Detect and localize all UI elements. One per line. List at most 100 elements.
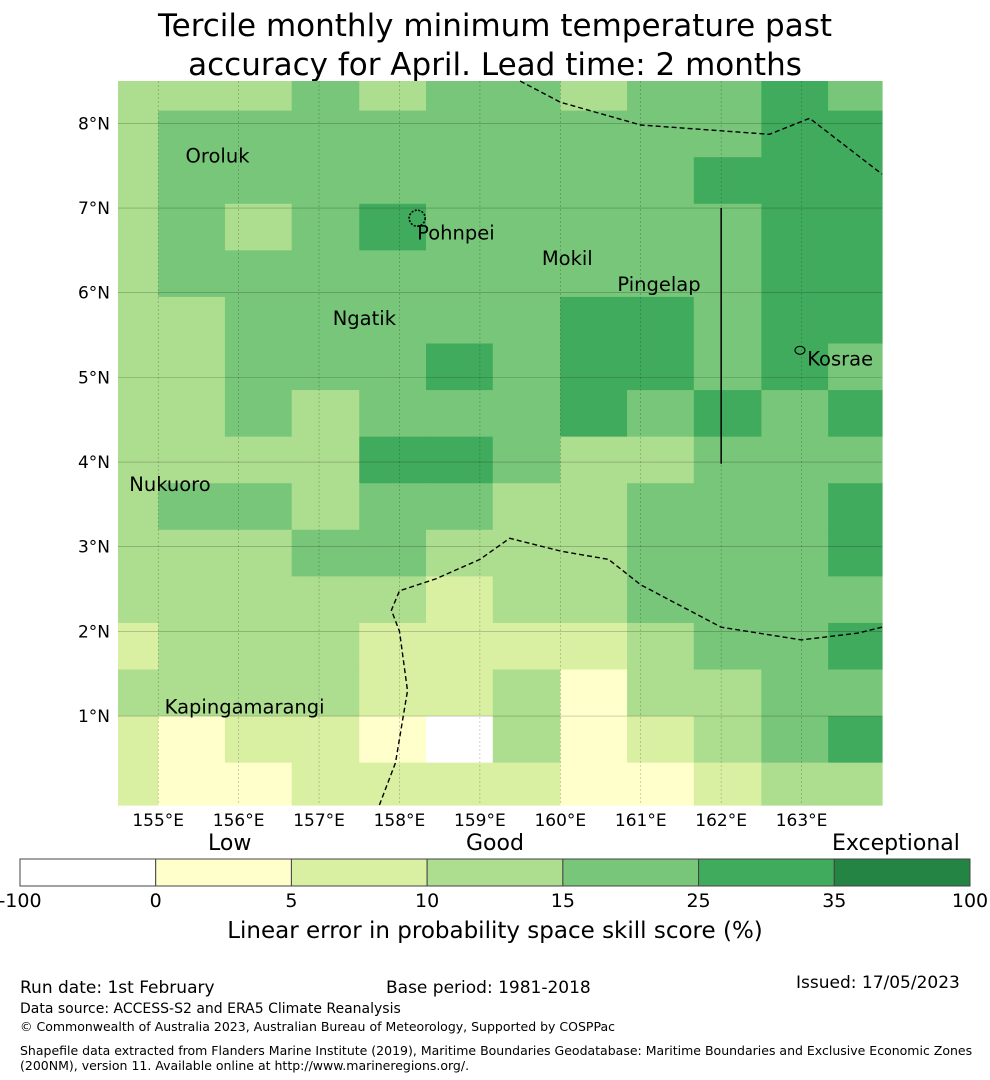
colorbar-label-exceptional: Exceptional <box>832 831 960 856</box>
skill-map: 155°E 156°E 157°E 158°E 159°E 160°E 161°E 162°E… <box>78 80 883 831</box>
grid-cell <box>224 576 293 624</box>
grid-cell <box>291 622 360 671</box>
colorbar-bin <box>833 858 971 887</box>
place-labels: Oroluk Pohnpei Mokil Pingelap Ngatik Kosrae Nu… <box>129 144 873 718</box>
grid-cell <box>426 576 494 624</box>
grid-cell <box>761 110 829 158</box>
grid-cell <box>291 110 360 158</box>
grid-cell <box>224 250 293 298</box>
grid-cell <box>359 576 427 624</box>
pohnpei-island-outline <box>408 209 426 227</box>
grid-cell <box>118 81 159 112</box>
grid-cell <box>224 669 293 717</box>
grid-cell <box>492 81 561 112</box>
grid-cell <box>359 81 427 112</box>
y-tick-label: 2°N <box>78 622 110 642</box>
grid-cell <box>224 622 293 671</box>
grid-cell <box>627 622 695 671</box>
grid-cell <box>828 296 883 345</box>
grid-cell <box>761 762 829 806</box>
grid-cell <box>560 110 628 158</box>
grid-cell <box>560 483 628 531</box>
grid-cell <box>291 529 360 577</box>
grid-cell <box>118 110 159 158</box>
grid-cell <box>560 296 628 345</box>
grid-cell <box>693 203 762 251</box>
grid-cell <box>118 296 159 345</box>
grid-cell <box>693 576 762 624</box>
grid-cell <box>492 296 561 345</box>
grid-cell <box>560 343 628 391</box>
grid-cell <box>492 390 561 438</box>
grid-cell <box>693 250 762 298</box>
grid-cell <box>359 483 427 531</box>
grid-cell <box>761 250 829 298</box>
grid-cell <box>359 157 427 205</box>
grid-cell <box>828 622 883 671</box>
grid-cell <box>224 762 293 806</box>
grid-cell <box>359 110 427 158</box>
grid-cell <box>224 157 293 205</box>
grid-cell <box>627 390 695 438</box>
x-tick-label: 162°E <box>695 811 747 831</box>
x-tick-label: 156°E <box>213 811 265 831</box>
colorbar-tick-label: 5 <box>285 890 298 912</box>
grid-cell <box>492 203 561 251</box>
grid-cell <box>118 762 159 806</box>
grid-cell <box>828 529 883 577</box>
grid-cell <box>492 762 561 806</box>
y-tick-label: 7°N <box>78 199 110 219</box>
grid-cell <box>492 110 561 158</box>
grid-cell <box>627 483 695 531</box>
latitude-tick-labels: 1°N 2°N 3°N 4°N 5°N 6°N 7°N 8°N <box>78 114 110 727</box>
grid-cell <box>761 81 829 112</box>
grid-cell <box>693 390 762 438</box>
eez-boundaries <box>378 80 883 806</box>
grid-cell <box>359 343 427 391</box>
place-label: Kapingamarangi <box>165 696 325 719</box>
map-gridlines <box>118 81 882 805</box>
grid-cell <box>828 762 883 806</box>
grid-cell <box>828 483 883 531</box>
place-label: Pingelap <box>617 273 700 296</box>
x-tick-label: 161°E <box>615 811 667 831</box>
grid-cell <box>693 110 762 158</box>
grid-cell <box>492 483 561 531</box>
grid-cell <box>693 716 762 764</box>
place-label: Kosrae <box>807 348 873 371</box>
grid-cell <box>492 576 561 624</box>
grid-cell <box>693 622 762 671</box>
colorbar-bin <box>562 858 700 887</box>
grid-cell <box>158 576 226 624</box>
chart-title-line-1: Tercile monthly minimum temperature past <box>157 8 833 44</box>
eez-boundary-line <box>519 80 883 175</box>
grid-cell <box>560 576 628 624</box>
eez-boundary-line <box>378 537 883 806</box>
grid-cell <box>560 622 628 671</box>
grid-cell <box>693 762 762 806</box>
grid-cell <box>291 716 360 764</box>
grid-cell <box>627 343 695 391</box>
grid-cell <box>560 250 628 298</box>
grid-cell <box>224 390 293 438</box>
grid-cell <box>118 250 159 298</box>
run-date: Run date: 1st February <box>20 978 215 998</box>
grid-cell <box>492 622 561 671</box>
y-tick-label: 1°N <box>78 707 110 727</box>
grid-cell <box>291 296 360 345</box>
grid-cell <box>426 716 494 764</box>
grid-cell <box>560 716 628 764</box>
grid-cell <box>224 716 293 764</box>
grid-cell <box>627 669 695 717</box>
grid-cell <box>291 483 360 531</box>
grid-cell <box>560 436 628 484</box>
issued-date: Issued: 17/05/2023 <box>796 973 960 993</box>
place-label: Pohnpei <box>417 221 495 244</box>
grid-cell <box>158 203 226 251</box>
grid-cell <box>426 390 494 438</box>
grid-cell <box>158 110 226 158</box>
grid-cell <box>828 576 883 624</box>
shapefile-credit-line-1: Shapefile data extracted from Flanders M… <box>20 1043 973 1058</box>
colorbar-bin <box>698 858 835 887</box>
grid-cell <box>492 157 561 205</box>
